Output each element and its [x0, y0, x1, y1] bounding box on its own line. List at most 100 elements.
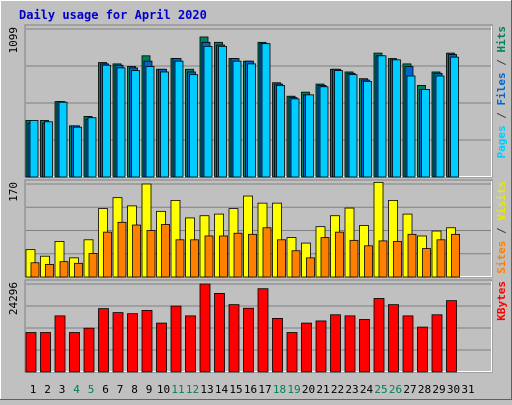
bar-pages-day-6: [102, 64, 111, 178]
series-pages: [29, 43, 459, 178]
x-tick-day-8: 8: [131, 383, 138, 396]
bar-sites-day-17: [262, 227, 272, 278]
bar-visits-day-25: [373, 181, 384, 278]
y-axis-series-label: Pages / Files / Hits: [495, 26, 508, 159]
bar-pages-day-9: [145, 66, 155, 178]
x-tick-day-6: 6: [102, 383, 109, 396]
bar-sites-day-24: [364, 245, 373, 278]
bar-pages-day-4: [73, 126, 82, 178]
bar-kbytes-day-13: [199, 283, 211, 373]
series-label-part: /: [495, 53, 508, 73]
bar-sites-day-8: [132, 224, 141, 278]
series-label-part: Pages: [495, 125, 508, 158]
bar-kbytes-day-2: [40, 332, 51, 373]
bar-kbytes-day-7: [112, 312, 124, 373]
bar-sites-day-3: [59, 261, 69, 278]
bar-pages-day-12: [189, 74, 198, 178]
bar-kbytes-day-22: [330, 314, 341, 373]
x-tick-day-28: 28: [418, 383, 431, 396]
bar-sites-day-19: [291, 250, 301, 278]
chart-panel-1: 1099 Pages / Files / Hits: [7, 24, 508, 178]
x-tick-day-26: 26: [389, 383, 402, 396]
bar-sites-day-1: [30, 262, 40, 278]
bar-pages-day-20: [305, 94, 314, 178]
series-visits: [25, 181, 456, 278]
bar-sites-day-16: [248, 233, 257, 278]
bar-kbytes-day-28: [417, 326, 428, 373]
bar-pages-day-17: [261, 43, 271, 178]
bar-pages-day-22: [334, 70, 343, 178]
x-tick-day-2: 2: [44, 383, 51, 396]
bar-pages-day-30: [450, 56, 459, 178]
x-tick-day-13: 13: [200, 383, 213, 396]
bar-sites-day-30: [451, 233, 460, 278]
bar-kbytes-day-20: [301, 322, 312, 373]
bar-pages-day-26: [392, 59, 401, 178]
series-label-part: /: [495, 221, 508, 241]
bar-sites-day-20: [306, 257, 315, 278]
chart-panel-2: 170 Sites / Visits: [7, 179, 508, 278]
bar-sites-day-14: [219, 235, 228, 278]
y-max-label: 24296: [7, 282, 20, 315]
bar-kbytes-day-25: [373, 298, 385, 373]
x-tick-day-1: 1: [30, 383, 37, 396]
bar-sites-day-29: [436, 239, 446, 278]
chart-panels: 1099 Pages / Files / Hits 170 Sites / Visit…: [7, 24, 508, 373]
bar-visits-day-26: [388, 200, 398, 278]
bar-kbytes-day-14: [214, 293, 225, 373]
bar-kbytes-day-27: [402, 315, 414, 373]
bar-pages-day-19: [290, 98, 300, 178]
bar-pages-day-8: [131, 70, 140, 178]
x-tick-day-17: 17: [258, 383, 271, 396]
bar-kbytes-day-8: [127, 313, 138, 373]
bar-sites-day-4: [74, 262, 83, 278]
bar-pages-day-25: [377, 55, 387, 178]
x-tick-day-11: 11: [171, 383, 184, 396]
bar-kbytes-day-30: [446, 300, 457, 373]
bar-kbytes-day-11: [170, 305, 182, 373]
bar-kbytes-day-15: [228, 304, 240, 373]
bar-sites-day-22: [335, 231, 344, 278]
x-tick-day-25: 25: [374, 383, 387, 396]
x-tick-day-12: 12: [186, 383, 199, 396]
x-tick-day-18: 18: [273, 383, 286, 396]
y-axis-series-label: Sites / Visits: [495, 181, 508, 274]
x-tick-day-19: 19: [287, 383, 300, 396]
bar-sites-day-15: [233, 232, 243, 278]
bar-sites-day-5: [88, 253, 98, 278]
x-axis-day-labels: 1 2 3 4 5 6 7 8 9 10 11 12 13 14 15 16 17 18 19 20 21 22 23 24 2…: [30, 383, 475, 396]
bar-sites-day-10: [161, 224, 170, 278]
x-tick-day-21: 21: [316, 383, 329, 396]
bar-sites-day-28: [422, 248, 431, 278]
bar-pages-day-28: [421, 89, 430, 178]
series-label-part: KBytes: [495, 281, 508, 321]
x-tick-day-15: 15: [229, 383, 242, 396]
bar-pages-day-5: [87, 117, 97, 178]
bar-sites-day-6: [103, 231, 112, 278]
bar-kbytes-day-5: [83, 327, 95, 373]
bar-sites-day-11: [175, 239, 185, 278]
bar-visits-day-3: [54, 241, 65, 278]
bar-pages-day-21: [319, 86, 329, 178]
x-tick-day-23: 23: [345, 383, 358, 396]
bar-pages-day-1: [29, 120, 39, 178]
x-tick-day-10: 10: [157, 383, 170, 396]
x-tick-day-14: 14: [215, 383, 229, 396]
bar-kbytes-day-4: [69, 332, 80, 373]
bar-kbytes-day-17: [257, 288, 269, 373]
x-tick-day-4: 4: [73, 383, 80, 396]
bar-pages-day-27: [406, 75, 416, 178]
series-label-part: Sites: [495, 241, 508, 274]
bar-pages-day-11: [174, 60, 184, 178]
x-tick-day-16: 16: [244, 383, 257, 396]
bar-pages-day-13: [203, 45, 213, 178]
series-label-part: /: [495, 106, 508, 126]
x-tick-day-30: 30: [447, 383, 460, 396]
series-label-part: Files: [495, 72, 508, 105]
bar-kbytes-day-24: [359, 319, 370, 373]
x-tick-day-7: 7: [117, 383, 124, 396]
x-tick-day-5: 5: [88, 383, 95, 396]
bar-sites-day-9: [146, 230, 156, 278]
